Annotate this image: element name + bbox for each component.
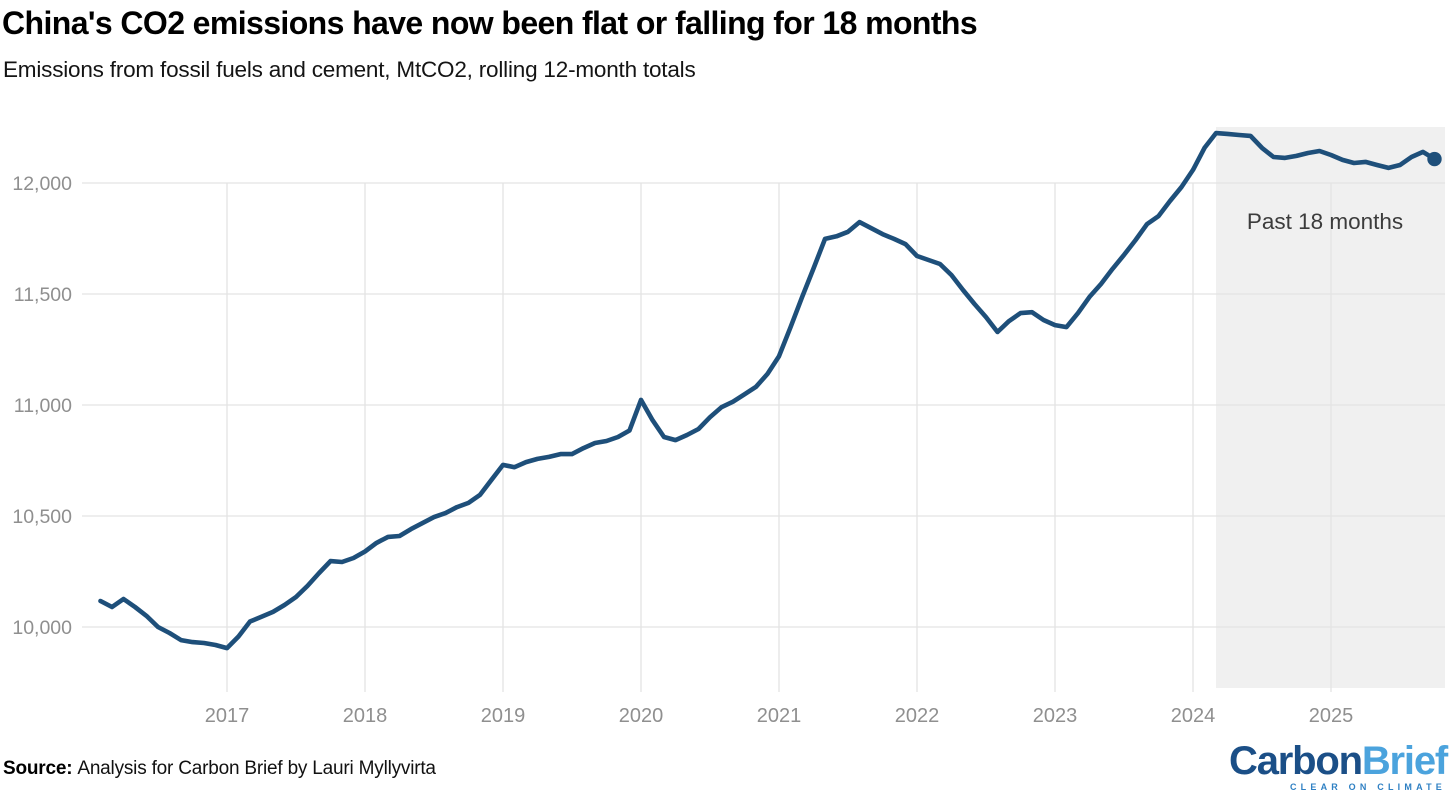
x-axis-tick-label: 2024 <box>1171 705 1216 727</box>
y-axis-tick-label: 11,000 <box>14 395 72 417</box>
x-axis-tick-label: 2025 <box>1309 705 1354 727</box>
logo-tagline: CLEAR ON CLIMATE <box>1289 782 1446 792</box>
logo-brief: Brief <box>1361 739 1448 783</box>
gridlines-vertical <box>226 183 1332 692</box>
source-line: Source: Analysis for Carbon Brief by Laur… <box>3 758 436 780</box>
x-axis-tick-label: 2017 <box>205 705 250 727</box>
y-axis-tick-label: 12,000 <box>12 173 72 195</box>
emissions-line <box>98 130 1437 651</box>
x-axis-tick-label: 2020 <box>619 705 664 727</box>
page-title: China's CO2 emissions have now been flat… <box>2 5 978 41</box>
y-axis-labels: 10,000 10,500 11,000 11,500 12,000 <box>12 173 72 639</box>
carbonbrief-logo: CarbonBrief CLEAR ON CLIMATE <box>1229 739 1448 792</box>
latest-point-marker <box>1427 151 1442 167</box>
source-text: Analysis for Carbon Brief by Lauri Mylly… <box>77 758 436 779</box>
x-axis-labels: 2017 2018 2019 2020 2021 2022 2023 2024 2025 <box>205 705 1354 727</box>
x-axis-tick-label: 2023 <box>1033 705 1078 727</box>
x-axis-tick-label: 2019 <box>481 705 526 727</box>
logo-carbon: Carbon <box>1229 739 1363 783</box>
x-axis-tick-label: 2021 <box>757 705 802 727</box>
gridlines-horizontal <box>82 182 1445 628</box>
highlight-region-label: Past 18 months <box>1247 209 1403 234</box>
y-axis-tick-label: 11,500 <box>14 284 72 306</box>
y-axis-tick-label: 10,500 <box>12 506 72 528</box>
x-axis-tick-label: 2022 <box>895 705 940 727</box>
source-label: Source: <box>3 758 73 779</box>
y-axis-tick-label: 10,000 <box>12 617 72 639</box>
page-subtitle: Emissions from fossil fuels and cement, … <box>3 57 696 82</box>
carbonbrief-wordmark: CarbonBrief <box>1229 739 1448 783</box>
x-axis-tick-label: 2018 <box>343 705 388 727</box>
